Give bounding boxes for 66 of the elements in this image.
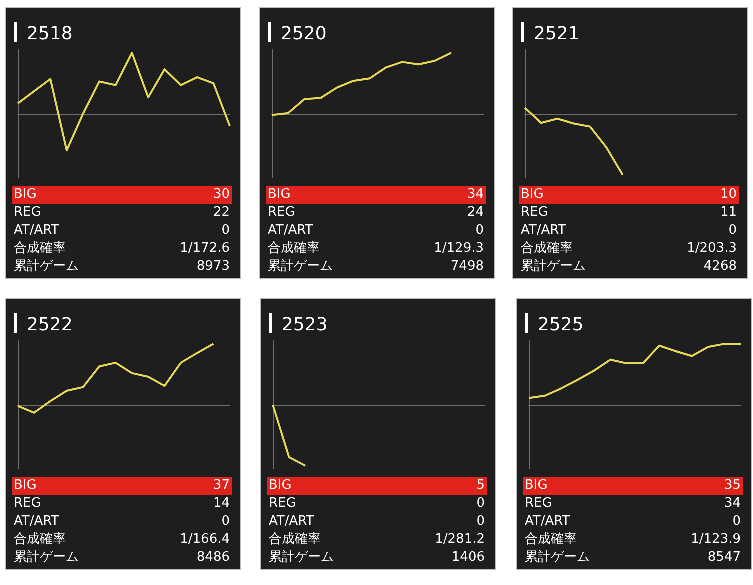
text: 0 [732, 513, 741, 531]
text: 11 [720, 204, 737, 222]
text: 0 [476, 222, 484, 240]
text: 1/129.3 [434, 240, 484, 258]
text: BIG [14, 186, 37, 204]
text: 合成確率 [14, 240, 66, 258]
text: AT/ART [521, 222, 566, 240]
text: 累計ゲーム [268, 258, 333, 276]
text: REG [269, 495, 296, 513]
text: 8547 [708, 549, 741, 567]
text: AT/ART [14, 513, 60, 531]
text: 5 [476, 477, 485, 495]
text: 0 [222, 222, 230, 240]
text: 7498 [450, 258, 484, 276]
text: BIG [14, 477, 37, 495]
chart-title: 2525 [538, 314, 584, 336]
text: 累計ゲーム [14, 549, 79, 567]
text: REG [14, 495, 42, 513]
text: 累計ゲーム [525, 549, 590, 567]
text: 4268 [704, 258, 737, 276]
text: 34 [724, 495, 741, 513]
text: 34 [467, 186, 484, 204]
text: BIG [521, 186, 544, 204]
text: 35 [724, 477, 741, 495]
chart-title: 2520 [281, 24, 327, 44]
text: 累計ゲーム [521, 258, 586, 276]
text: AT/ART [14, 222, 60, 240]
text: 22 [213, 204, 230, 222]
text: 14 [213, 495, 230, 513]
chart-title: 2523 [282, 314, 328, 336]
text: 8973 [196, 258, 230, 276]
chart-title: 2518 [27, 24, 73, 44]
text: 累計ゲーム [14, 258, 79, 276]
text: REG [268, 204, 296, 222]
text: 1/203.3 [687, 240, 737, 258]
text: REG [525, 495, 552, 513]
text: 8486 [196, 549, 230, 567]
text: 0 [476, 495, 485, 513]
text: 1/123.9 [691, 531, 741, 549]
text: 合成確率 [525, 531, 577, 549]
text: 1/281.2 [435, 531, 485, 549]
text: 24 [467, 204, 484, 222]
text: BIG [269, 477, 292, 495]
text: 0 [728, 222, 737, 240]
text: AT/ART [269, 513, 314, 531]
text: 合成確率 [269, 531, 321, 549]
text: 合成確率 [521, 240, 573, 258]
chart-title: 2521 [534, 24, 580, 44]
text: AT/ART [268, 222, 314, 240]
text: 1406 [452, 549, 485, 567]
text: 累計ゲーム [269, 549, 334, 567]
text: REG [521, 204, 548, 222]
text: 合成確率 [268, 240, 320, 258]
text: 1/172.6 [180, 240, 230, 258]
text: 37 [213, 477, 230, 495]
text: 1/166.4 [180, 531, 230, 549]
text: 30 [213, 186, 230, 204]
text: AT/ART [525, 513, 570, 531]
text: 10 [720, 186, 737, 204]
text: BIG [268, 186, 291, 204]
text: 合成確率 [14, 531, 66, 549]
text: 0 [222, 513, 230, 531]
text: BIG [525, 477, 548, 495]
chart-title: 2522 [27, 314, 73, 336]
text: 0 [476, 513, 485, 531]
text: REG [14, 204, 42, 222]
